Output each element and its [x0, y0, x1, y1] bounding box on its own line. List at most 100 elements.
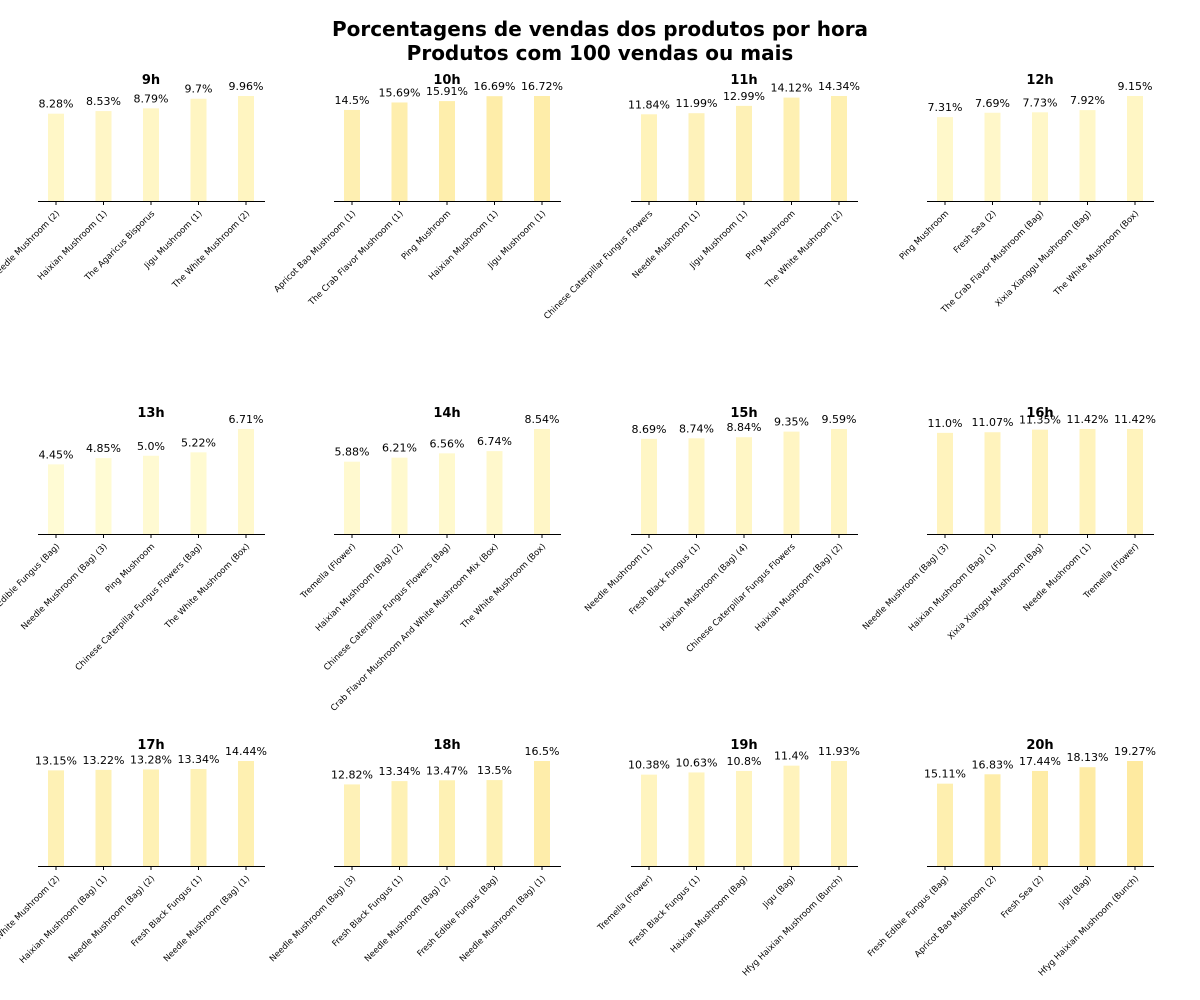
x-tick-label: Fresh Sea (2)	[952, 209, 999, 256]
bar	[641, 774, 657, 866]
x-tick-label: Crab Flavor Mushroom And White Mushroom …	[329, 542, 501, 714]
x-tick-label: Ping Mushroom	[104, 542, 157, 595]
x-tick-label: Apricot Bao Mushroom (1)	[272, 209, 358, 295]
x-tick-label: Haixian Mushroom (Bag) (2)	[753, 542, 845, 634]
bar	[143, 455, 159, 534]
bar	[984, 432, 1001, 534]
bar	[1032, 112, 1048, 201]
subplot-title: 11h	[730, 73, 757, 88]
bar	[534, 429, 550, 534]
x-tick-label: Needle Mushroom (Bag) (1)	[458, 874, 548, 964]
subplot-16h: 16h 11.0% Needle Mushroom (Bag) (3) 11.07% H…	[861, 406, 1156, 642]
bar	[688, 438, 705, 534]
bar-value-label: 16.69%	[474, 80, 516, 93]
x-tick-label: Xixia Xianggu Mushroom (Bag)	[994, 209, 1094, 309]
subplot-17h: 17h 13.15% The White Mushroom (2) 13.22% Hai…	[0, 738, 267, 966]
bar-value-label: 8.69%	[632, 423, 667, 436]
bar	[95, 458, 112, 534]
x-tick-label: The White Mushroom (Box)	[459, 542, 549, 632]
bar-value-label: 12.99%	[723, 90, 765, 103]
subplot-title: 19h	[730, 738, 757, 753]
bar	[1127, 96, 1143, 201]
bar	[95, 111, 112, 201]
bar	[1127, 429, 1143, 534]
bar-value-label: 9.15%	[1118, 80, 1153, 93]
bar	[143, 108, 159, 201]
bar	[391, 781, 408, 866]
subplot-title: 18h	[433, 738, 460, 753]
subplot-20h: 20h 15.11% Fresh Edible Fungus (Bag) 16.83%…	[866, 738, 1156, 978]
bar	[831, 96, 847, 201]
bar-value-label: 8.84%	[727, 421, 762, 434]
x-tick-label: Ping Mushroom	[744, 209, 797, 262]
bar	[688, 113, 705, 201]
x-tick-label: Jigu (Bag)	[761, 874, 798, 911]
bar	[190, 98, 207, 201]
bar-value-label: 7.92%	[1070, 94, 1105, 107]
bar	[238, 429, 254, 534]
x-tick-label: Ping Mushroom	[400, 209, 453, 262]
bar	[783, 431, 800, 534]
subplot-title: 16h	[1026, 406, 1053, 421]
x-tick-label: Fresh Sea (2)	[999, 874, 1046, 921]
subplot-title: 9h	[142, 73, 160, 88]
bar	[48, 464, 64, 534]
subplot-title: 20h	[1026, 738, 1053, 753]
bar	[344, 784, 360, 866]
bar	[688, 772, 705, 866]
x-tick-label: The Crab Flavor Mushroom (1)	[306, 209, 405, 308]
chart-title-line-2: Produtos com 100 vendas ou mais	[406, 41, 794, 65]
bar	[534, 761, 550, 866]
bar	[984, 112, 1001, 201]
bar-value-label: 8.53%	[86, 95, 121, 108]
bar-value-label: 9.59%	[822, 413, 857, 426]
x-tick-label: The Crab Flavor Mushroom (Bag)	[939, 209, 1046, 316]
x-tick-label: Needle Mushroom (Bag) (3)	[19, 542, 109, 632]
x-tick-label: Needle Mushroom (Bag) (2)	[67, 874, 157, 964]
x-tick-label: Haixian Mushroom (Bag) (1)	[907, 542, 999, 634]
chart-title-line-1: Porcentagens de vendas dos produtos por …	[331, 17, 869, 41]
bar-value-label: 13.34%	[178, 753, 220, 766]
bar-value-label: 16.72%	[521, 80, 563, 93]
bar-value-label: 5.0%	[137, 440, 165, 453]
bar	[190, 452, 207, 534]
bar-value-label: 8.79%	[134, 92, 169, 105]
bar-value-label: 15.69%	[379, 86, 421, 99]
x-tick-label: Needle Mushroom (Bag) (3)	[268, 874, 358, 964]
bar-value-label: 9.7%	[185, 83, 213, 96]
bar	[937, 432, 953, 534]
x-tick-label: Haixian Mushroom (Bag) (1)	[18, 874, 110, 966]
subplot-title: 17h	[137, 738, 164, 753]
bar	[736, 437, 752, 534]
bar-value-label: 16.5%	[525, 745, 560, 758]
bar-value-label: 6.56%	[430, 437, 465, 450]
bar-value-label: 15.11%	[924, 768, 966, 781]
subplot-title: 13h	[137, 406, 164, 421]
bar-value-label: 14.34%	[818, 80, 860, 93]
bar-value-label: 14.12%	[771, 82, 813, 95]
bar	[190, 768, 207, 866]
x-tick-label: The White Mushroom (2)	[170, 209, 252, 291]
subplot-title: 15h	[730, 406, 757, 421]
bar-value-label: 5.22%	[181, 436, 216, 449]
bar-value-label: 7.31%	[928, 101, 963, 114]
bar-value-label: 5.88%	[335, 446, 370, 459]
bar	[984, 774, 1001, 866]
bar-value-label: 13.22%	[83, 754, 125, 767]
bar	[344, 109, 360, 201]
x-tick-label: Hfyg Haixian Mushroom (Bunch)	[741, 874, 845, 978]
bar	[1032, 429, 1048, 534]
x-tick-label: Haixian Mushroom (Bag) (2)	[314, 542, 406, 634]
x-tick-label: Needle Mushroom (Bag) (1)	[162, 874, 252, 964]
x-tick-label: Fresh Edible Fungus (Bag)	[415, 874, 500, 959]
bar	[439, 101, 455, 201]
subplot-title: 12h	[1026, 73, 1053, 88]
bar-value-label: 14.44%	[225, 745, 267, 758]
bar-value-label: 14.5%	[335, 94, 370, 107]
bar	[439, 453, 455, 534]
bar	[1032, 770, 1048, 866]
bar	[48, 770, 64, 866]
